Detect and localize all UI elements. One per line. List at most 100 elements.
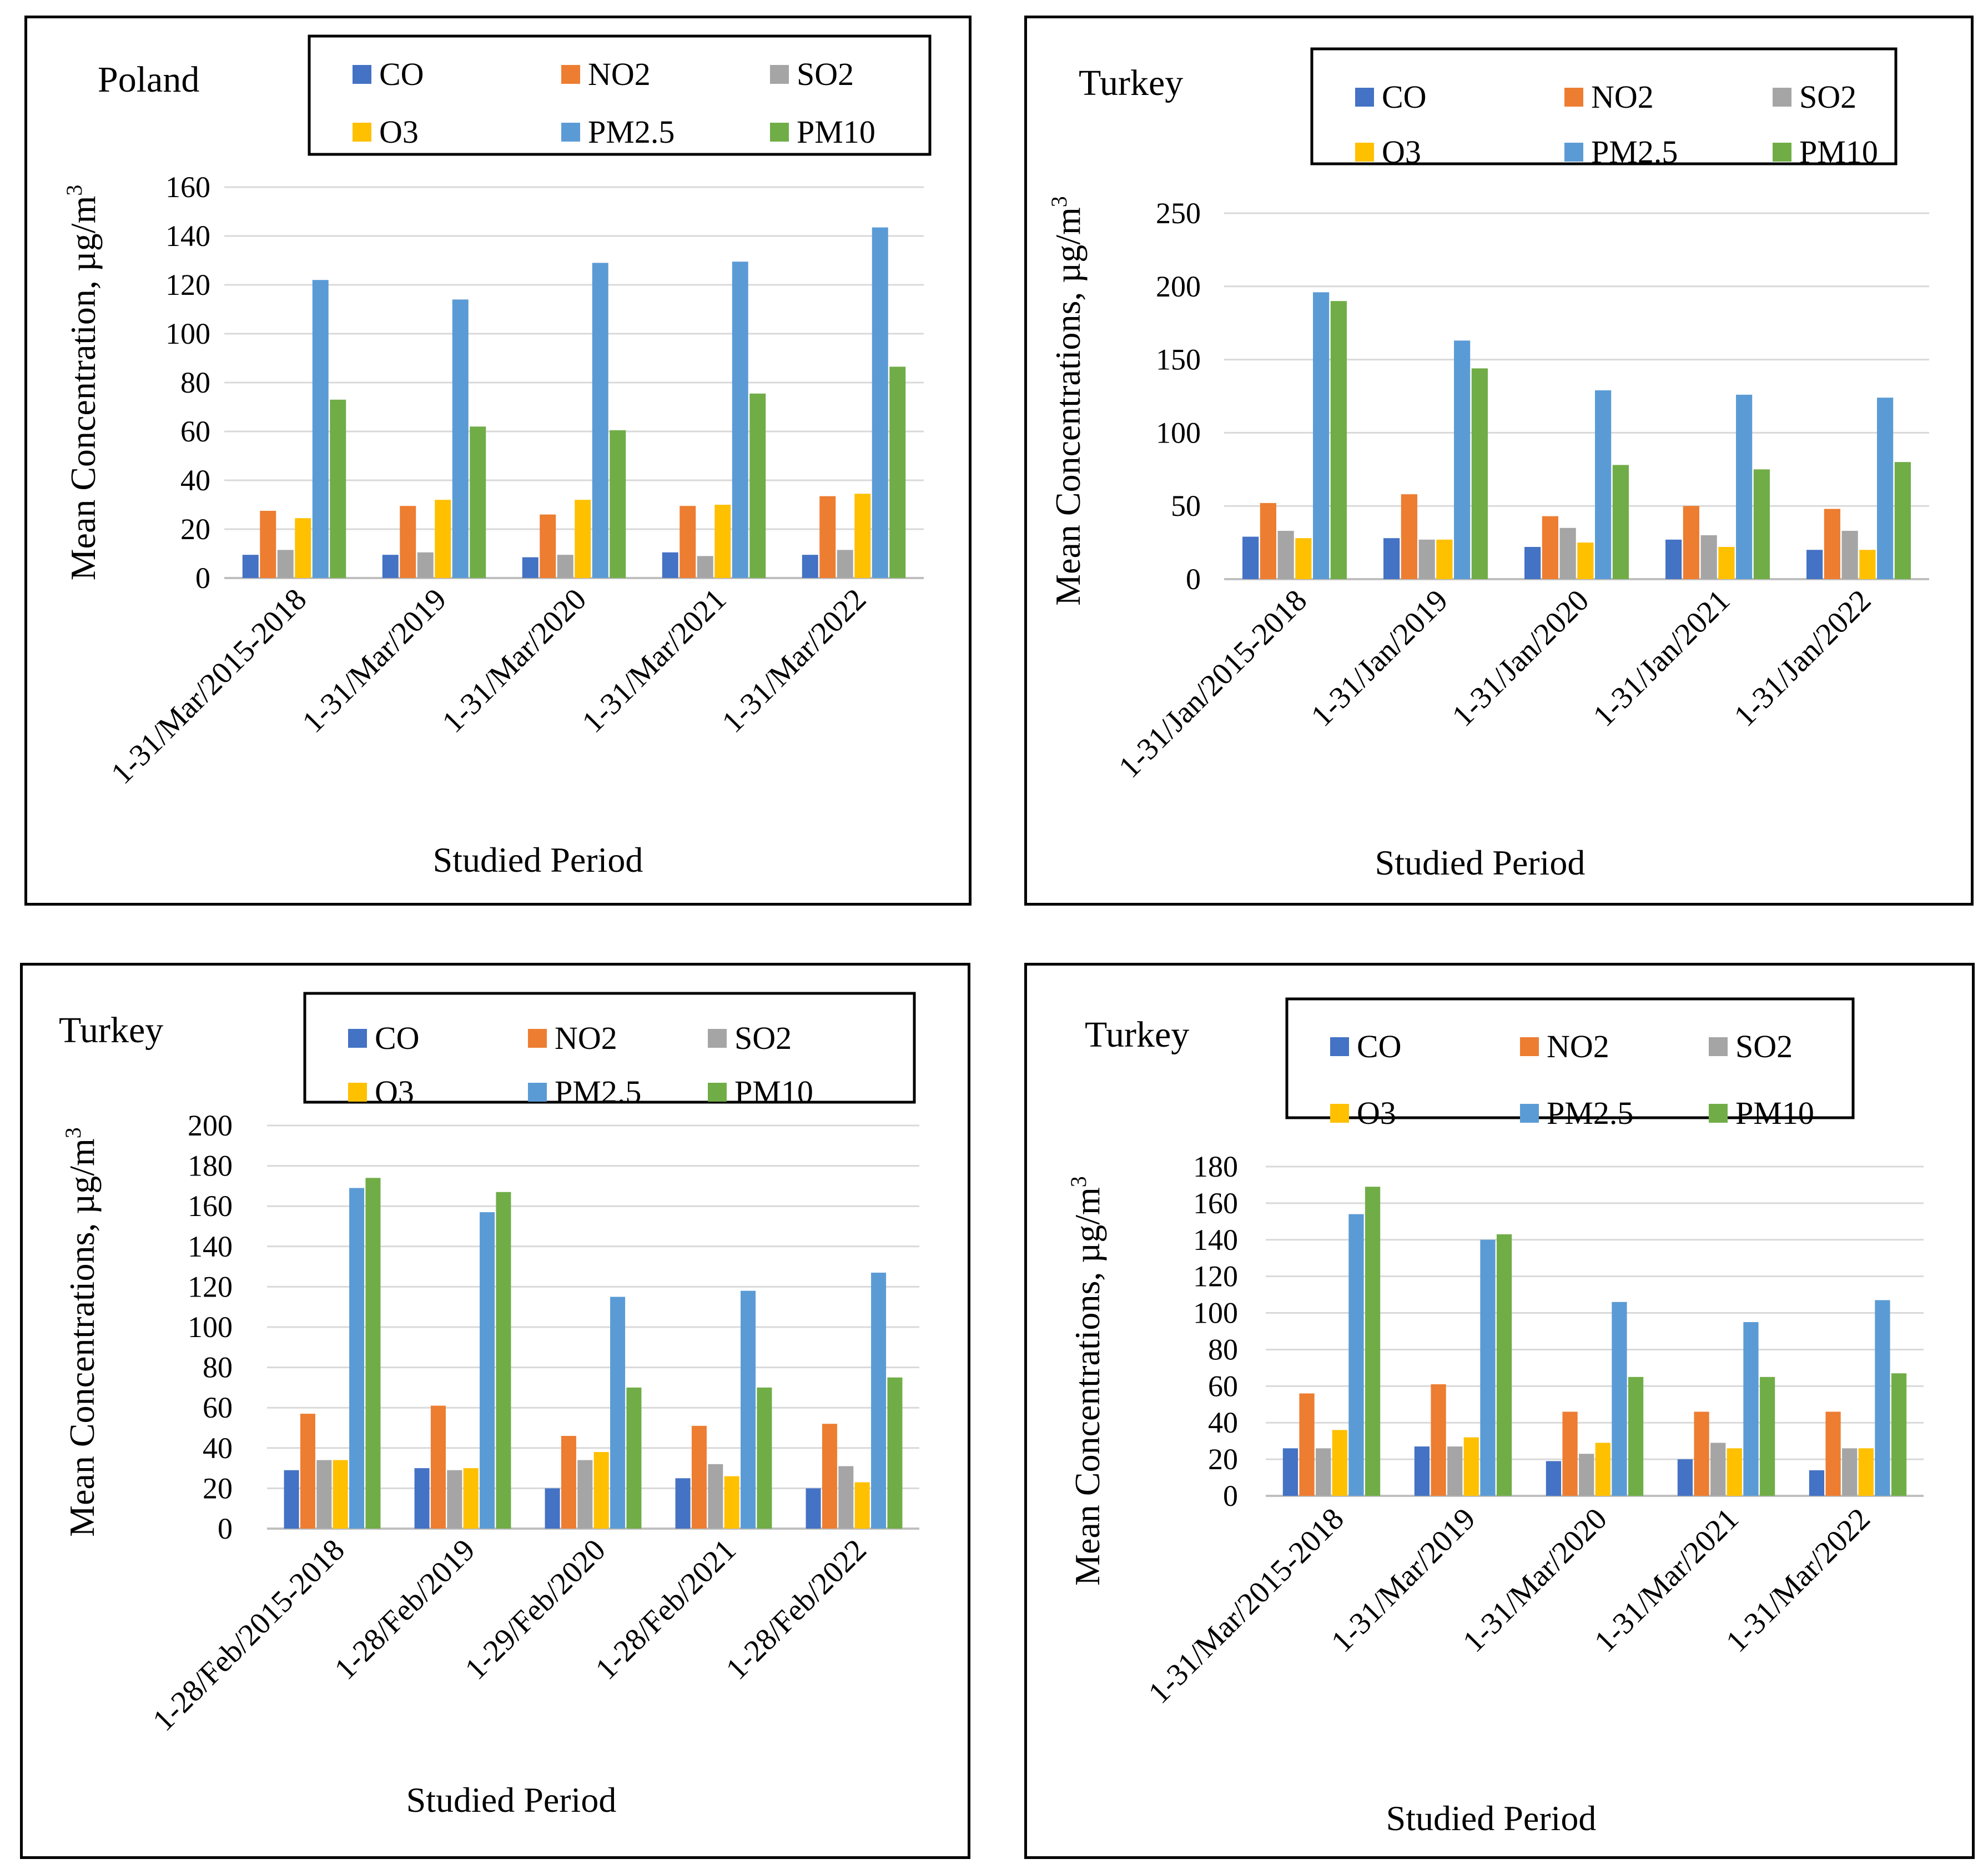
y-tick-label: 80 <box>1208 1333 1238 1366</box>
bar-no2 <box>1431 1384 1446 1496</box>
bar-no2 <box>1299 1393 1315 1496</box>
legend-label: PM10 <box>734 1074 813 1110</box>
legend-swatch-pm10 <box>1773 143 1791 162</box>
bar-o3 <box>1463 1437 1479 1496</box>
y-tick-label: 80 <box>180 366 210 399</box>
bar-pm25 <box>1480 1239 1496 1496</box>
bar-so2 <box>557 555 573 578</box>
legend-label: PM2.5 <box>588 114 675 150</box>
y-tick-label: 20 <box>1208 1443 1238 1476</box>
category-label: 1-31/Jan/2022 <box>1728 583 1878 733</box>
bar-pm25 <box>1743 1322 1759 1496</box>
bar-no2 <box>822 1424 837 1529</box>
y-tick-label: 180 <box>188 1149 233 1183</box>
bar-co <box>1242 536 1259 579</box>
bar-pm10 <box>330 399 346 578</box>
bar-co <box>1383 538 1400 579</box>
bar-pm10 <box>1759 1376 1775 1496</box>
category-label: 1-28/Feb/2022 <box>719 1533 873 1686</box>
y-tick-label: 60 <box>203 1391 233 1424</box>
legend-swatch-o3 <box>1355 143 1374 162</box>
bar-pm10 <box>1894 462 1911 579</box>
legend: CO NO2 SO2 O3 PM2.5 PM10 <box>308 34 932 156</box>
y-tick-label: 50 <box>1171 489 1201 522</box>
bar-co <box>806 1488 821 1529</box>
bar-pm25 <box>872 227 888 579</box>
bar-pm10 <box>757 1387 772 1529</box>
category-label: 1-31/Jan/2020 <box>1446 583 1596 733</box>
bar-co <box>284 1470 299 1529</box>
y-tick-label: 100 <box>1156 416 1201 449</box>
y-tick-label: 200 <box>188 1109 233 1142</box>
bar-co <box>1806 550 1823 579</box>
bar-pm25 <box>1875 1300 1890 1496</box>
bar-pm10 <box>1628 1376 1644 1496</box>
bar-pm10 <box>470 426 486 578</box>
legend-swatch-co <box>348 1029 367 1048</box>
bar-no2 <box>540 514 556 578</box>
y-tick-label: 120 <box>188 1270 233 1303</box>
category-label: 1-31/Mar/2015-2018 <box>1142 1501 1351 1710</box>
y-tick-label: 160 <box>165 170 210 204</box>
legend-swatch-so2 <box>1709 1037 1728 1056</box>
bar-pm10 <box>496 1192 511 1529</box>
category-label: 1-31/Mar/2022 <box>716 582 873 740</box>
bar-chart: 0 20 40 60 80 100 120 140 160 180 200 1-28/Feb/2015… <box>59 992 919 1820</box>
bar-pm25 <box>480 1212 495 1529</box>
legend-swatch-no2 <box>528 1029 547 1048</box>
bar-so2 <box>1316 1448 1331 1496</box>
bar-so2 <box>577 1460 593 1529</box>
bar-co <box>1809 1470 1825 1496</box>
bar-no2 <box>1562 1411 1578 1496</box>
y-tick-label: 100 <box>188 1310 233 1344</box>
y-axis-title-superscript: 3 <box>1046 196 1071 207</box>
legend-label: NO2 <box>555 1020 617 1056</box>
category-label: 1-31/Mar/2020 <box>436 582 593 740</box>
bar-no2 <box>1683 506 1699 579</box>
bar-co <box>522 557 538 578</box>
bar-no2 <box>1401 494 1417 579</box>
legend-label: PM10 <box>1799 134 1878 170</box>
y-axis-title-superscript: 3 <box>62 185 87 196</box>
legend-swatch-pm25 <box>1520 1104 1539 1123</box>
country-label: Turkey <box>1079 63 1183 103</box>
bar-o3 <box>1718 547 1735 579</box>
bar-pm10 <box>1753 469 1770 579</box>
bar-so2 <box>1277 531 1294 579</box>
bar-co <box>675 1478 691 1529</box>
bar-no2 <box>819 496 836 578</box>
bar-pm10 <box>1496 1234 1512 1496</box>
legend-label: SO2 <box>1735 1028 1793 1064</box>
chart-panel-poland-mar: 0 20 40 60 80 100 120 140 160 1-31/Mar/2015-2018 1… <box>24 16 972 906</box>
bar-o3 <box>1859 550 1876 579</box>
legend-swatch-no2 <box>561 65 580 84</box>
bar-pm10 <box>1891 1373 1907 1496</box>
bar-o3 <box>463 1468 479 1529</box>
y-tick-label: 20 <box>180 513 210 546</box>
chart-panel-turkey-feb: 0 20 40 60 80 100 120 140 160 180 200 1-28/Feb/2015… <box>20 963 970 1859</box>
category-label: 1-31/Mar/2015-2018 <box>104 582 313 791</box>
bar-o3 <box>295 518 311 578</box>
y-tick-label: 180 <box>1193 1150 1238 1183</box>
y-tick-label: 160 <box>188 1189 233 1223</box>
category-label: 1-31/Jan/2021 <box>1587 583 1737 733</box>
y-tick-label: 160 <box>1193 1187 1238 1220</box>
bar-pm25 <box>1454 340 1471 579</box>
bar-pm25 <box>1612 1302 1627 1496</box>
y-axis-title-text: Mean Concentrations, µg/m <box>1068 1187 1107 1586</box>
y-axis-title: Mean Concentrations, µg/m3 <box>61 1127 102 1537</box>
y-tick-label: 150 <box>1156 343 1201 376</box>
bar-so2 <box>316 1460 332 1529</box>
legend-swatch-o3 <box>348 1083 367 1102</box>
y-tick-label: 140 <box>165 219 210 253</box>
legend-label: NO2 <box>588 56 651 92</box>
legend-label: PM10 <box>797 114 875 150</box>
legend-swatch-so2 <box>708 1029 727 1048</box>
bar-pm25 <box>741 1290 756 1529</box>
bar-no2 <box>1260 503 1276 579</box>
y-tick-label: 140 <box>188 1230 233 1263</box>
y-tick-label: 140 <box>1193 1223 1238 1257</box>
bar-pm25 <box>1877 398 1894 579</box>
legend-label: O3 <box>1382 134 1421 170</box>
legend-box <box>1310 47 1898 165</box>
